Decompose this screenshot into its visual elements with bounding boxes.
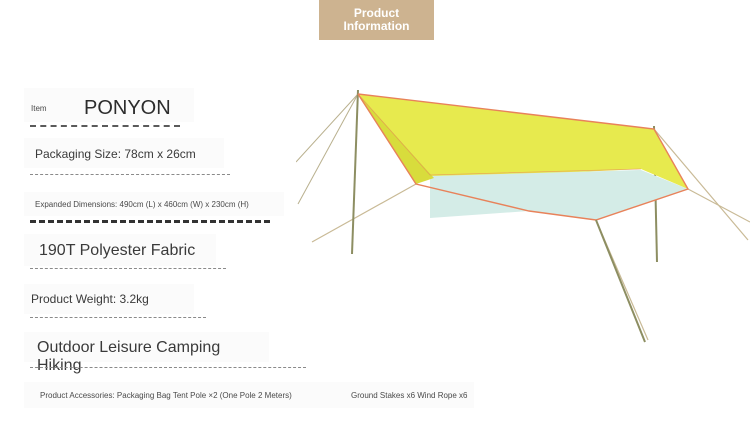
tarp-yellow-flap (358, 94, 434, 184)
accessories-right-text: Ground Stakes x6 Wind Rope x6 (351, 391, 468, 400)
accessories-row: Product Accessories: Packaging Bag Tent … (24, 382, 474, 408)
usage-text: Outdoor Leisure Camping Hiking (37, 339, 221, 374)
expanded-dimensions-row: Expanded Dimensions: 490cm (L) x 460cm (… (24, 192, 284, 216)
accessories-left-text: Product Accessories: Packaging Bag Tent … (40, 391, 292, 400)
packaging-size-row: Packaging Size: 78cm x 26cm (24, 138, 224, 168)
guy-rope (296, 93, 359, 163)
product-specs: Item PONYON Packaging Size: 78cm x 26cm … (24, 88, 494, 418)
divider (30, 268, 226, 269)
packaging-size-text: Packaging Size: 78cm x 26cm (35, 147, 196, 161)
guy-rope (653, 128, 749, 241)
usage-row: Outdoor Leisure Camping Hiking (24, 332, 269, 374)
guy-rope (687, 188, 750, 223)
badge-line-2: Information (343, 19, 410, 33)
guy-rope (297, 93, 359, 205)
tent-pole (595, 219, 646, 343)
divider (30, 125, 180, 127)
guy-rope (311, 183, 417, 243)
divider (30, 174, 230, 175)
canopy-tarp-tent-image (296, 89, 750, 343)
divider (30, 220, 270, 223)
tarp-yellow-panel (358, 94, 688, 189)
product-information-badge: Product Information (319, 0, 434, 40)
weight-text: Product Weight: 3.2kg (31, 292, 149, 306)
tarp-mint-panel (430, 170, 688, 220)
tent-pole (351, 89, 359, 255)
fabric-row: 190T Polyester Fabric (24, 234, 216, 266)
divider (30, 367, 306, 368)
item-value: PONYON (84, 97, 171, 119)
badge-line-1: Product (353, 6, 400, 20)
weight-row: Product Weight: 3.2kg (24, 284, 194, 314)
divider (30, 317, 206, 318)
fabric-text: 190T Polyester Fabric (39, 242, 196, 259)
tarp-seam (357, 93, 642, 176)
expanded-dimensions-text: Expanded Dimensions: 490cm (L) x 460cm (… (35, 200, 249, 209)
item-label: Item (31, 104, 47, 113)
item-row: Item PONYON (24, 88, 194, 122)
